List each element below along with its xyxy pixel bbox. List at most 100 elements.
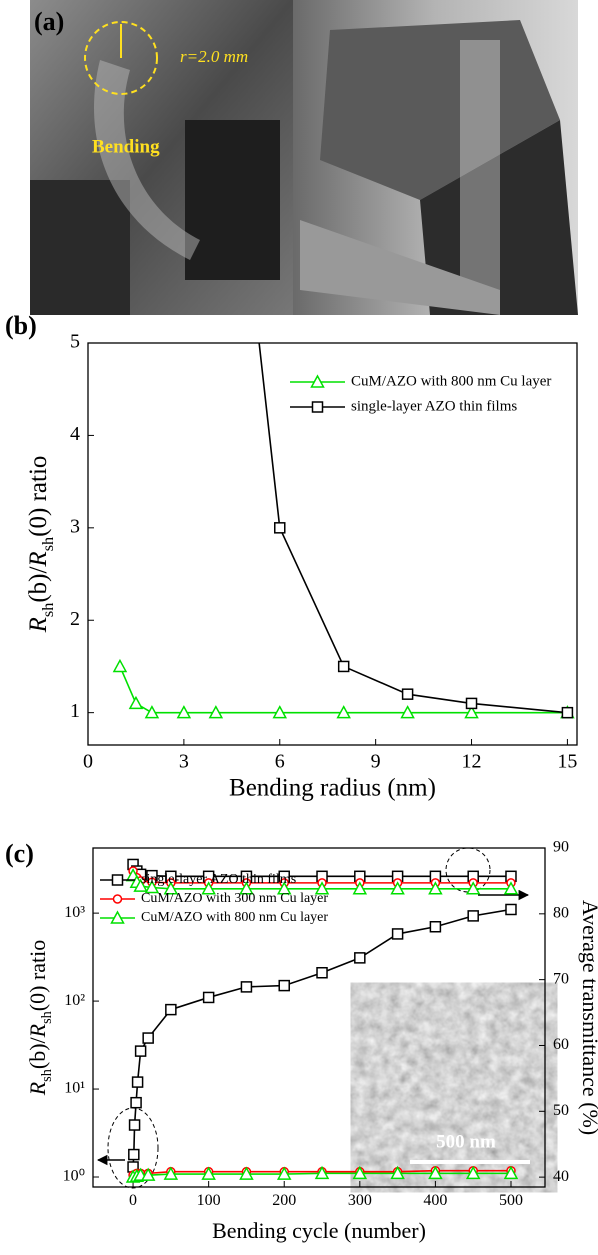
marker <box>112 658 128 673</box>
panel-label: (a) <box>34 7 64 36</box>
y-axis-label-part: (b)/ <box>25 567 52 603</box>
marker <box>464 705 479 719</box>
plot-frame <box>92 847 546 1188</box>
marker <box>128 1119 141 1131</box>
y-axis-label-part: sh <box>39 1011 55 1024</box>
marker <box>176 705 192 719</box>
marker <box>503 881 519 895</box>
sem-image <box>368 1000 540 1175</box>
marker <box>274 522 286 534</box>
marker <box>208 705 224 719</box>
marker <box>239 1166 254 1180</box>
marker <box>239 881 254 895</box>
marker <box>429 921 442 933</box>
panel-label: (c) <box>5 839 34 868</box>
y-axis-label-part: (0) ratio <box>25 456 52 537</box>
x-tick-label: 12 <box>462 751 482 773</box>
marker <box>352 1165 368 1180</box>
plot-area <box>112 343 575 719</box>
clamp <box>185 120 280 280</box>
y-tick-label: 4 <box>70 423 80 445</box>
y-tick-label: 10⁰ <box>63 1168 85 1185</box>
marker <box>401 688 414 700</box>
marker <box>465 697 478 710</box>
x-tick-label: 300 <box>348 1192 372 1209</box>
marker <box>314 1165 330 1180</box>
marker <box>503 1165 519 1180</box>
marker <box>133 878 148 892</box>
legend-marker <box>311 401 324 413</box>
legend-label: CuM/AZO with 800 nm Cu layer <box>351 373 551 389</box>
marker <box>391 928 404 940</box>
y-axis-label-part: sh <box>39 537 57 551</box>
marker <box>428 1165 443 1180</box>
radius-circle <box>84 21 158 95</box>
y-axis-label-part: R <box>25 1023 50 1038</box>
x-tick-label: 500 <box>499 1192 523 1209</box>
y-tick-label: 3 <box>70 515 80 537</box>
y-tick-label: 10³ <box>64 904 85 921</box>
y-axis-label-part: sh <box>39 1069 55 1082</box>
x-axis-label: Bending cycle (number) <box>212 1218 426 1243</box>
marker <box>354 952 366 964</box>
legend-label: CuM/AZO with 300 nm Cu layer <box>141 891 328 906</box>
marker <box>276 881 292 895</box>
marker <box>142 1032 154 1044</box>
marker <box>163 1166 179 1180</box>
x-tick-label: 3 <box>179 751 189 773</box>
marker <box>134 1045 147 1057</box>
y-tick-label: 5 <box>70 331 80 353</box>
marker <box>163 881 179 895</box>
ellipse-top <box>445 847 491 893</box>
marker <box>505 903 517 916</box>
y2-tick-label: 90 <box>553 839 569 856</box>
legend-marker <box>110 910 125 924</box>
y2-tick-label: 60 <box>553 1036 569 1053</box>
x-axis-label: Bending radius (nm) <box>229 775 436 802</box>
marker <box>128 1148 140 1161</box>
marker <box>128 695 144 710</box>
marker <box>240 981 253 993</box>
marker <box>465 881 481 895</box>
x-tick-label: 0 <box>129 1192 137 1209</box>
y-axis-label-part: (0) ratio <box>25 940 50 1011</box>
bent-film <box>94 60 200 260</box>
marker <box>276 1166 292 1180</box>
y-axis-label-part: sh <box>39 603 57 617</box>
y-axis-label-part: R <box>25 1081 50 1096</box>
legend-label: CuM/AZO with 800 nm Cu layer <box>141 910 328 925</box>
x-tick-label: 15 <box>557 751 577 773</box>
y-tick-label: 10¹ <box>64 1080 85 1097</box>
marker <box>140 1167 156 1181</box>
marker <box>352 881 368 895</box>
marker <box>131 1076 144 1088</box>
marker <box>278 979 290 992</box>
legend-marker <box>112 894 123 904</box>
plot-area <box>125 858 519 1183</box>
marker <box>467 910 479 922</box>
marker <box>400 705 415 719</box>
y2-tick-label: 80 <box>553 904 569 921</box>
scale-label: 500 nm <box>436 1131 496 1152</box>
x-tick-label: 100 <box>197 1192 221 1209</box>
marker <box>314 881 330 895</box>
legend-label: single-layer AZO thin films <box>351 398 517 414</box>
marker <box>201 881 216 895</box>
y-axis-label-part: (b)/ <box>25 1036 50 1069</box>
x-tick-label: 9 <box>371 751 381 773</box>
x-tick-label: 0 <box>83 751 93 773</box>
photo-shadow <box>30 180 130 315</box>
bending-label: Bending <box>92 136 160 157</box>
x-tick-label: 200 <box>272 1192 296 1209</box>
marker <box>130 1096 142 1109</box>
marker <box>561 706 574 719</box>
holder <box>320 20 560 200</box>
marker <box>272 705 288 719</box>
y-tick-label: 2 <box>70 608 80 630</box>
panel-label: (b) <box>5 311 37 340</box>
y2-tick-label: 70 <box>553 970 569 987</box>
y-axis-label: Rsh(b)/Rsh(0) ratio <box>25 940 55 1097</box>
marker <box>316 966 328 979</box>
legend-marker <box>310 374 325 388</box>
holder-dark <box>420 120 578 315</box>
